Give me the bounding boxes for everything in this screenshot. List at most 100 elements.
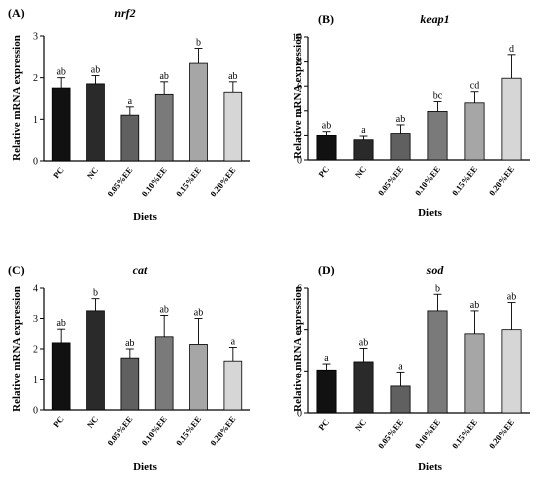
- panel-b-category-label: 0.15%EE: [450, 164, 479, 198]
- panel-d-title: sod: [426, 263, 445, 277]
- panel-c-bar: [86, 310, 105, 411]
- panel-c-significance-letter: ab: [159, 304, 168, 315]
- panel-b-xlabel: Diets: [418, 207, 443, 219]
- panel-d-category-label: 0.10%EE: [413, 417, 442, 451]
- panel-b-ytick-label: 8: [297, 57, 302, 68]
- panel-b-category-label: 0.05%EE: [376, 164, 405, 198]
- panel-c-significance-letter: ab: [194, 308, 203, 319]
- panel-b-significance-letter: d: [509, 44, 514, 55]
- panel-b-ytick-label: 2: [297, 131, 302, 142]
- panel-d-bar: [427, 310, 448, 414]
- panel-a-bar: [86, 83, 105, 162]
- panel-b-bar: [353, 139, 374, 161]
- panel-c-bar: [189, 344, 208, 411]
- panel-b-bar: [316, 134, 337, 161]
- panel-c-bar: [51, 342, 71, 411]
- panel-a-category-label: 0.10%EE: [139, 165, 168, 199]
- panel-a-significance-letter: ab: [159, 71, 168, 82]
- panel-b-significance-letter: ab: [396, 114, 405, 125]
- panel-d-significance-letter: a: [398, 361, 403, 372]
- panel-b-significance-letter: cd: [470, 81, 479, 92]
- panel-c-title: cat: [133, 263, 148, 277]
- panel-c-bar: [223, 360, 243, 411]
- panel-c-bar: [120, 357, 140, 411]
- panel-a-bar: [189, 62, 208, 162]
- panel-c-ytick-label: 1: [33, 375, 38, 386]
- panel-a-ytick-label: 1: [33, 115, 38, 126]
- panel-b-title: keap1: [420, 12, 449, 26]
- panel-b: (B) keap1 Relative mRNA expression Diets…: [292, 12, 530, 219]
- panel-d-bar: [353, 361, 374, 414]
- panel-b-label: (B): [318, 12, 334, 26]
- panel-d-ytick-label: 4: [297, 325, 302, 336]
- panel-a-significance-letter: b: [196, 38, 201, 49]
- panel-b-bar: [464, 102, 485, 161]
- panel-b-ylabel: Relative mRNA expression: [292, 33, 304, 159]
- panel-d: (D) sod Relative mRNA expression Diets 0…: [292, 263, 530, 473]
- panel-b-bar: [501, 77, 522, 161]
- panel-c-category-label: 0.05%EE: [105, 414, 134, 448]
- panel-a-significance-letter: a: [128, 96, 133, 107]
- panel-d-category-label: NC: [353, 417, 368, 433]
- panel-b-ytick-label: 6: [297, 82, 302, 93]
- panel-d-bar: [390, 385, 411, 414]
- panel-b-significance-letter: ab: [322, 121, 331, 132]
- panel-c-xlabel: Diets: [133, 461, 158, 473]
- panel-c-significance-letter: a: [231, 336, 236, 347]
- panel-a-title: nrf2: [114, 6, 135, 20]
- panel-a-category-label: NC: [85, 165, 100, 181]
- panel-d-significance-letter: a: [324, 353, 329, 364]
- panel-b-significance-letter: a: [361, 125, 366, 136]
- panel-d-ytick-label: 2: [297, 367, 302, 378]
- panel-d-ytick-label: 0: [297, 409, 302, 420]
- panel-a-bar: [120, 114, 140, 162]
- panel-a-significance-letter: ab: [91, 65, 100, 76]
- panel-d-significance-letter: ab: [507, 292, 516, 303]
- panel-a-xlabel: Diets: [133, 211, 158, 223]
- panel-b-ytick-label: 10: [292, 33, 302, 44]
- panel-c-ytick-label: 3: [33, 314, 38, 325]
- panel-d-significance-letter: ab: [470, 300, 479, 311]
- panel-d-ylabel: Relative mRNA expression: [292, 286, 304, 412]
- panel-d-ytick-label: 6: [297, 284, 302, 295]
- panel-d-bar: [316, 369, 337, 414]
- panel-c-ytick-label: 4: [33, 284, 38, 295]
- panel-a-category-label: 0.05%EE: [105, 165, 134, 199]
- panel-a-ytick-label: 0: [33, 157, 38, 168]
- panel-d-category-label: PC: [316, 417, 331, 432]
- panel-a-category-label: 0.20%EE: [208, 165, 237, 199]
- panel-c-category-label: 0.10%EE: [139, 414, 168, 448]
- panel-b-category-label: 0.20%EE: [487, 164, 516, 198]
- panel-d-plot: 0 2 4 6 a PC ab NC a 0.05%EE b 0.10%EE ab 0.15%EE ab 0.…: [297, 283, 530, 451]
- panel-d-label: (D): [318, 263, 335, 277]
- panel-d-category-label: 0.20%EE: [487, 417, 516, 451]
- panel-b-category-label: NC: [353, 164, 368, 180]
- panel-c-ytick-label: 0: [33, 406, 38, 417]
- panel-d-bar: [464, 333, 485, 414]
- panel-a-bar: [51, 87, 71, 162]
- panel-c-category-label: NC: [85, 414, 100, 430]
- panel-d-significance-letter: b: [435, 283, 440, 294]
- panel-a-ytick-label: 2: [33, 73, 38, 84]
- panel-c-significance-letter: b: [93, 288, 98, 299]
- panel-b-plot: 0 2 4 6 8 10 ab PC a NC ab 0.05%EE bc 0.10%EE cd 0.15%E…: [292, 33, 530, 198]
- panel-a-bar: [223, 91, 243, 162]
- panel-c: (C) cat Relative mRNA expression Diets 0…: [8, 263, 250, 473]
- panel-c-label: (C): [8, 263, 25, 277]
- panel-c-plot: 0 1 2 3 4 ab PC b NC ab 0.05%EE ab 0.10%EE ab 0.15%EE a…: [33, 284, 250, 448]
- panel-b-bar: [427, 111, 448, 161]
- panel-a-category-label: PC: [51, 165, 66, 180]
- panel-c-category-label: 0.15%EE: [174, 414, 203, 448]
- panel-a-significance-letter: ab: [56, 67, 65, 78]
- panel-c-significance-letter: ab: [125, 338, 134, 349]
- panel-d-category-label: 0.05%EE: [376, 417, 405, 451]
- panel-a-ylabel: Relative mRNA expression: [11, 35, 23, 161]
- panel-a-significance-letter: ab: [228, 71, 237, 82]
- panel-c-significance-letter: ab: [56, 318, 65, 329]
- panel-d-xlabel: Diets: [418, 461, 443, 473]
- panel-d-category-label: 0.15%EE: [450, 417, 479, 451]
- panel-c-category-label: 0.20%EE: [208, 414, 237, 448]
- panel-b-significance-letter: bc: [433, 91, 443, 102]
- panel-b-category-label: 0.10%EE: [413, 164, 442, 198]
